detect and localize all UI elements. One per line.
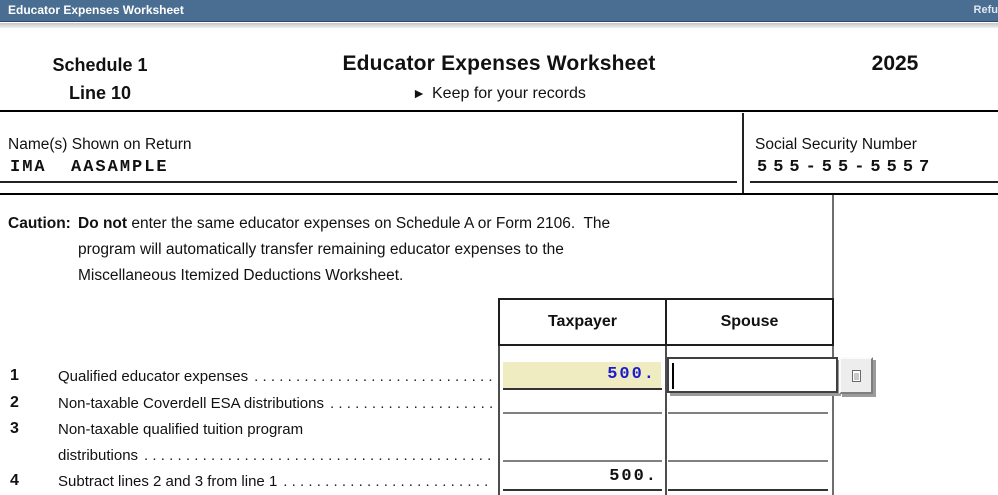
line-3-taxpayer-field[interactable] bbox=[503, 460, 662, 462]
caution-label: Caution: bbox=[8, 215, 71, 232]
line-4-label: Subtract lines 2 and 3 from line 1 bbox=[58, 473, 278, 490]
line-4-taxpayer-underline bbox=[503, 489, 662, 491]
worksheet-title: Educator Expenses Worksheet bbox=[342, 52, 656, 75]
line-4-dotted-leader: ........................................… bbox=[283, 473, 492, 490]
line-1-dotted-leader: ........................................… bbox=[254, 368, 492, 385]
name-underline bbox=[0, 181, 737, 183]
pane-title-bar: Educator Expenses Worksheet Refu bbox=[0, 0, 998, 22]
subtitle-text: Keep for your records bbox=[432, 85, 586, 102]
form-jump-icon bbox=[851, 369, 861, 382]
pane-title: Educator Expenses Worksheet bbox=[8, 3, 184, 17]
line-3-spouse-field[interactable] bbox=[668, 460, 828, 462]
caution-line-1: Do not enter the same educator expenses … bbox=[78, 215, 610, 233]
caution-line-3: Miscellaneous Itemized Deductions Worksh… bbox=[78, 267, 404, 284]
caution-line-2: program will automatically transfer rema… bbox=[78, 241, 564, 258]
line-3-label-continued: distributions bbox=[58, 447, 139, 464]
line-2-taxpayer-field[interactable] bbox=[503, 412, 662, 414]
line-3-dotted-leader: ........................................… bbox=[144, 447, 492, 464]
taxpayer-column-left-border bbox=[498, 346, 500, 495]
line-2-spouse-field[interactable] bbox=[668, 412, 828, 414]
column-divider bbox=[665, 300, 667, 344]
section-rule bbox=[0, 193, 998, 195]
line-1-spouse-input[interactable] bbox=[667, 357, 838, 393]
line-2-label: Non-taxable Coverdell ESA distributions bbox=[58, 395, 324, 412]
line-2-dotted-leader: ........................................… bbox=[329, 395, 492, 412]
form-reference-schedule: Schedule 1 bbox=[52, 55, 148, 75]
line-4-number: 4 bbox=[10, 472, 19, 489]
line-1-label: Qualified educator expenses bbox=[58, 368, 249, 385]
name-value: IMA AASAMPLE bbox=[10, 158, 169, 177]
line-4-taxpayer-value: 500. bbox=[609, 467, 658, 486]
arrow-right-icon: ► bbox=[412, 85, 426, 101]
line-1-label-row: Qualified educator expenses ............… bbox=[58, 367, 492, 386]
line-1-number: 1 bbox=[10, 367, 19, 384]
line-4-spouse-field[interactable] bbox=[668, 489, 828, 491]
caution-line-1-rest: enter the same educator expenses on Sche… bbox=[127, 215, 611, 232]
line-3-label-row-2: distributions ..........................… bbox=[58, 446, 492, 465]
column-header-taxpayer: Taxpayer bbox=[547, 313, 618, 330]
refund-monitor-label[interactable]: Refu bbox=[973, 4, 998, 16]
ssn-value: 555-55-5557 bbox=[757, 158, 936, 177]
name-ssn-divider bbox=[742, 113, 744, 194]
worksheet-subtitle: ► Keep for your records bbox=[0, 85, 998, 103]
field-lookup-button[interactable] bbox=[839, 357, 873, 394]
line-3-label: Non-taxable qualified tuition program bbox=[58, 421, 304, 438]
line-4-label-row: Subtract lines 2 and 3 from line 1 .....… bbox=[58, 472, 492, 491]
line-1-taxpayer-underline bbox=[503, 388, 662, 390]
amount-columns-header: Taxpayer Spouse bbox=[498, 298, 834, 346]
line-2-label-row: Non-taxable Coverdell ESA distributions … bbox=[58, 394, 492, 413]
caution-bold-lead: Do not bbox=[78, 215, 128, 232]
line-3-label-row: Non-taxable qualified tuition program bbox=[58, 420, 492, 439]
column-header-spouse: Spouse bbox=[720, 313, 779, 330]
form-reference-line: Line 10 bbox=[68, 83, 132, 103]
header-rule bbox=[0, 110, 998, 112]
toolbar-strip bbox=[0, 23, 998, 28]
line-2-number: 2 bbox=[10, 394, 19, 411]
text-caret bbox=[672, 363, 674, 389]
taxpayer-spouse-column-divider bbox=[665, 346, 667, 495]
tax-year: 2025 bbox=[871, 52, 919, 75]
line-3-number: 3 bbox=[10, 420, 19, 437]
ssn-underline bbox=[750, 181, 998, 183]
ssn-label: Social Security Number bbox=[755, 136, 917, 153]
name-label: Name(s) Shown on Return bbox=[8, 136, 192, 153]
line-1-spouse-field-focused[interactable] bbox=[667, 357, 873, 395]
line-1-taxpayer-field[interactable]: 500. bbox=[503, 362, 661, 388]
